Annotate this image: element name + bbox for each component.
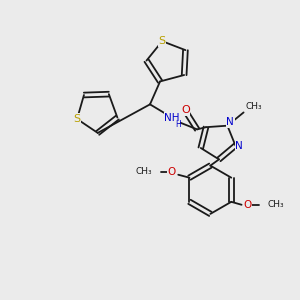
Text: O: O — [243, 200, 252, 210]
Text: CH₃: CH₃ — [135, 167, 152, 176]
Text: N: N — [226, 117, 234, 127]
Text: S: S — [159, 36, 166, 46]
Text: S: S — [74, 114, 81, 124]
Text: O: O — [181, 105, 190, 115]
Text: O: O — [168, 167, 176, 177]
Text: CH₃: CH₃ — [267, 200, 284, 209]
Text: H: H — [176, 120, 182, 129]
Text: N: N — [235, 141, 243, 151]
Text: NH: NH — [164, 112, 180, 123]
Text: CH₃: CH₃ — [245, 102, 262, 111]
